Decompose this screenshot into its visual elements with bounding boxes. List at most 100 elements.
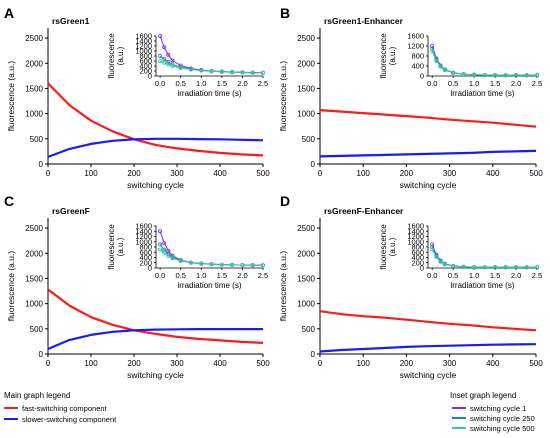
inset-series-cycle-500-point xyxy=(493,73,498,78)
inset-y-tick-label: 1200 xyxy=(135,232,152,241)
inset-series-cycle-250-point xyxy=(162,57,167,62)
inset-x-tick-label: 2.5 xyxy=(258,79,268,88)
inset-series-cycle-500-point xyxy=(524,265,529,270)
inset-series-cycle-500-line xyxy=(431,50,537,76)
y-tick-label: 1000 xyxy=(297,110,315,119)
x-tick-label: 400 xyxy=(486,359,500,368)
y-tick-label: 1500 xyxy=(25,84,43,93)
inset-y-tick-label: 600 xyxy=(139,57,152,66)
series-fast-line xyxy=(47,288,264,344)
main-legend: Main graph legend fast-switching compone… xyxy=(4,391,117,424)
inset-series-cycle-500-point xyxy=(240,263,245,268)
x-tick-label: 500 xyxy=(529,359,543,368)
inset-series-cycle-500-point xyxy=(524,73,529,78)
inset-x-tick-label: 1.0 xyxy=(196,79,206,88)
inset-series-cycle-500-point xyxy=(438,259,443,264)
inset-series-cycle-500-point xyxy=(158,59,163,64)
x-tick-label: 300 xyxy=(170,169,184,178)
inset-y-tick-label: 1400 xyxy=(407,227,424,236)
inset-x-tick-label: 2.5 xyxy=(258,271,268,280)
inset-series-cycle-500-point xyxy=(209,262,214,267)
x-tick-label: 100 xyxy=(84,169,98,178)
inset-series-cycle-500-point xyxy=(250,70,255,75)
inset-x-tick-label: 1.0 xyxy=(196,271,206,280)
panel-b: B rsGreen1-Enhancer 05001000150020002500… xyxy=(278,5,543,190)
inset-legend-label-cycle-500: switching cycle 500 xyxy=(470,424,535,433)
inset-x-tick-label: 0.0 xyxy=(427,79,437,88)
inset-x-axis-label: irradiation time (s) xyxy=(177,89,241,98)
inset-series-cycle-1-point xyxy=(170,58,175,63)
panel-a-title: rsGreen1 xyxy=(52,16,90,26)
inset-y-axis-label: fluorescence(a.u.) xyxy=(379,33,397,79)
y-tick-label: 500 xyxy=(30,325,44,334)
panel-c-title: rsGreenF xyxy=(52,206,90,216)
inset-series-cycle-500-point xyxy=(482,73,487,78)
inset-series-cycle-500-point xyxy=(442,262,447,267)
inset-series-cycle-250-point xyxy=(430,244,435,249)
series-slow-line xyxy=(47,137,264,158)
x-axis-label: switching cycle xyxy=(127,370,184,380)
inset-series-cycle-500-point xyxy=(240,70,245,75)
series-slow-line xyxy=(319,149,537,158)
inset-y-tick-label: 800 xyxy=(411,52,424,61)
inset-series-cycle-500-point xyxy=(199,68,204,73)
inset-series-cycle-500-point xyxy=(170,256,175,261)
inset-y-tick-label: 1000 xyxy=(135,47,152,56)
main-legend-title: Main graph legend xyxy=(4,391,70,400)
inset-y-tick-label: 400 xyxy=(139,253,152,262)
inset-series-cycle-500-line xyxy=(431,249,537,268)
x-axis-label: switching cycle xyxy=(127,180,184,190)
x-tick-label: 200 xyxy=(400,169,414,178)
inset-series-cycle-500-point xyxy=(178,258,183,263)
inset-series-cycle-500-point xyxy=(482,265,487,270)
inset-y-tick-label: 400 xyxy=(411,62,424,71)
inset-series-cycle-500-point xyxy=(166,62,171,67)
inset-x-tick-label: 2.5 xyxy=(532,271,542,280)
y-tick-label: 2000 xyxy=(25,59,43,68)
inset-series-cycle-500-point xyxy=(535,265,540,270)
inset-x-tick-label: 0.0 xyxy=(155,271,165,280)
inset-series-cycle-500-point xyxy=(430,247,435,252)
inset-x-tick-label: 2.0 xyxy=(237,271,247,280)
inset-series-cycle-500-point xyxy=(434,59,439,64)
inset-series-cycle-500-point xyxy=(442,68,447,73)
inset-y-tick-label: 0 xyxy=(148,72,152,81)
inset-series-cycle-1-point xyxy=(430,242,435,247)
series-fast-line xyxy=(319,310,537,332)
inset-series-cycle-500-point xyxy=(162,250,167,255)
inset-x-tick-label: 0.5 xyxy=(448,271,458,280)
y-tick-label: 2500 xyxy=(25,34,43,43)
inset-series-cycle-1-point xyxy=(158,34,163,39)
inset-series-cycle-500-point xyxy=(493,265,498,270)
y-tick-label: 0 xyxy=(39,350,44,359)
y-tick-label: 500 xyxy=(302,135,316,144)
inset-series-cycle-500-point xyxy=(188,260,193,265)
inset-x-tick-label: 1.0 xyxy=(469,271,479,280)
x-tick-label: 500 xyxy=(256,359,270,368)
inset-x-tick-label: 1.5 xyxy=(217,271,227,280)
inset-series-cycle-500-point xyxy=(461,72,466,77)
inset-series-cycle-1-point xyxy=(158,229,163,234)
inset-series-cycle-500-point xyxy=(438,64,443,69)
y-tick-label: 500 xyxy=(30,135,44,144)
y-axis-label: fluorescence (a.u.) xyxy=(6,61,16,132)
inset-series-cycle-500-point xyxy=(250,263,255,268)
inset-y-tick-label: 200 xyxy=(411,258,424,267)
y-tick-label: 0 xyxy=(311,350,316,359)
inset-y-tick-label: 1000 xyxy=(407,237,424,246)
inset-x-tick-label: 2.0 xyxy=(237,79,247,88)
x-tick-label: 500 xyxy=(529,169,543,178)
inset-y-tick-label: 1400 xyxy=(135,37,152,46)
x-tick-label: 400 xyxy=(486,169,500,178)
inset-series-cycle-500-point xyxy=(230,70,235,75)
inset-series-cycle-1-line xyxy=(159,35,264,74)
inset-y-tick-label: 800 xyxy=(411,243,424,252)
y-axis-label: fluorescence (a.u.) xyxy=(6,251,16,322)
